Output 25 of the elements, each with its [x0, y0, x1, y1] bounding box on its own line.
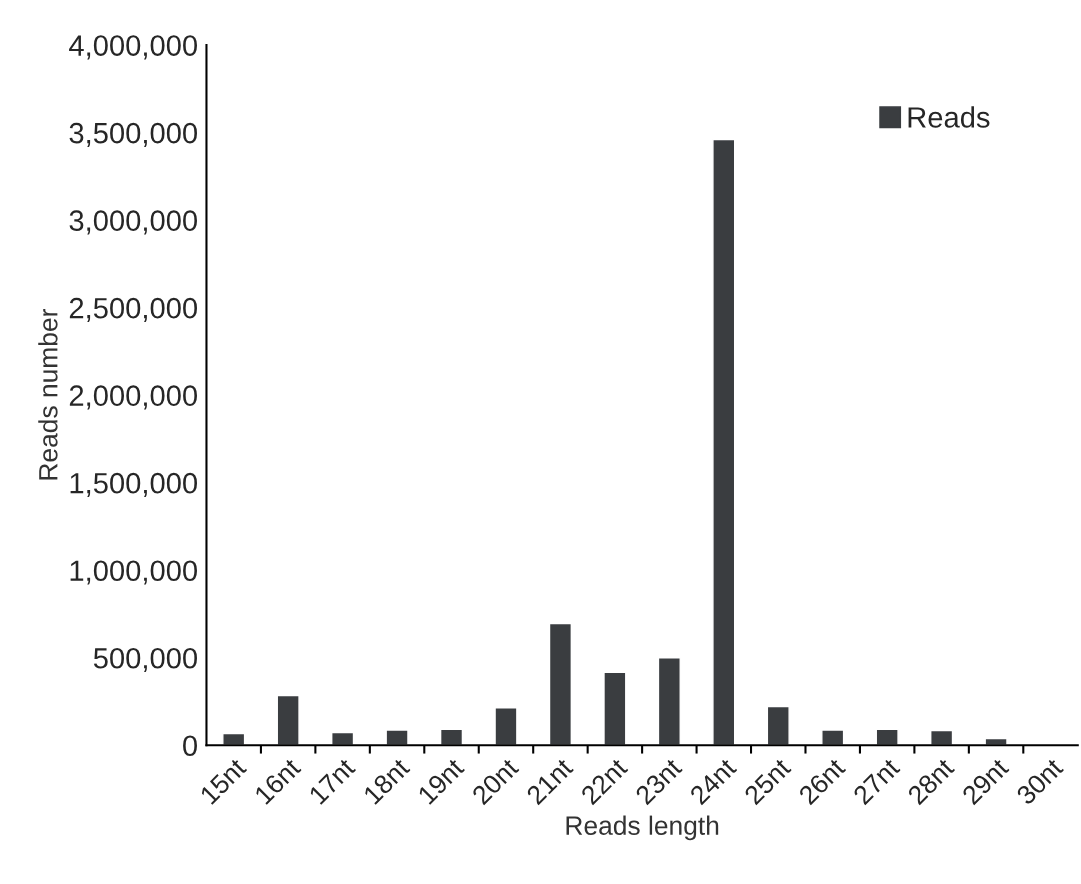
y-tick-label: 2,000,000	[69, 385, 198, 410]
y-axis-title: Reads number	[38, 309, 58, 480]
bar	[766, 705, 790, 746]
y-tick-label: 0	[183, 735, 197, 757]
bar	[385, 729, 409, 746]
bar	[657, 657, 681, 746]
bar	[875, 728, 899, 746]
bar	[439, 728, 464, 746]
bar	[821, 729, 845, 746]
y-tick-label: 1,500,000	[70, 472, 198, 497]
legend-label: Reads	[908, 106, 990, 128]
bar	[548, 622, 573, 746]
y-tick-label: 2,500,000	[69, 297, 198, 322]
bar	[930, 729, 954, 746]
bar	[276, 694, 300, 746]
bar	[712, 138, 736, 746]
y-tick-label: 3,500,000	[69, 122, 198, 147]
y-tick-label: 1,000,000	[70, 560, 198, 585]
bar	[603, 671, 627, 746]
bar	[494, 707, 518, 746]
y-tick-label: 3,000,000	[69, 210, 198, 235]
y-tick-label: 4,000,000	[69, 35, 198, 60]
x-axis-title: Reads length	[566, 815, 719, 841]
y-tick-label: 500,000	[93, 647, 198, 672]
x-tick-label: 30nt	[1015, 756, 1065, 806]
